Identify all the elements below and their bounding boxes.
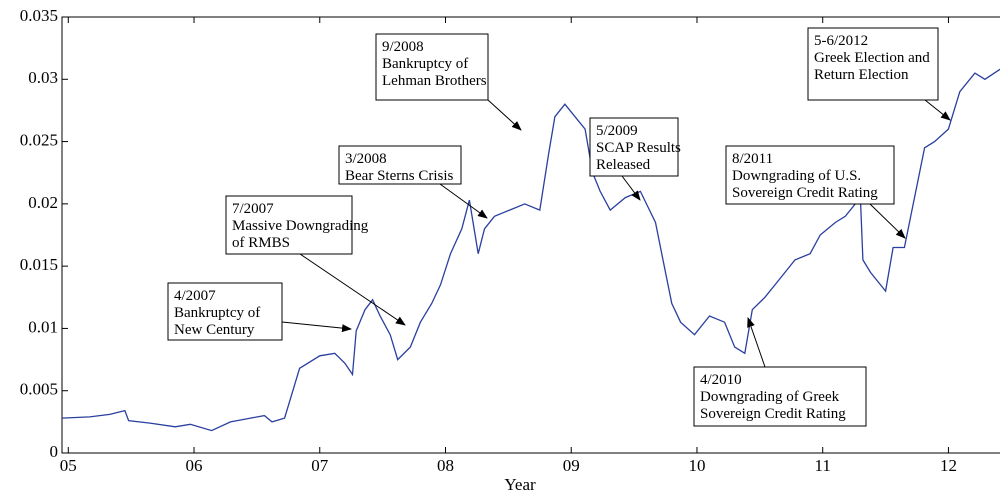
annotation-text: Massive Downgrading — [232, 218, 369, 234]
annotation-box — [693, 366, 867, 427]
y-tick-label: 0.005 — [20, 380, 58, 399]
annotation-text: New Century — [174, 322, 255, 338]
x-tick-label: 06 — [186, 456, 203, 475]
annotation-box — [225, 195, 353, 255]
annotation-text: 7/2007 — [232, 201, 274, 217]
annotation-arrow — [281, 321, 352, 333]
annotation-arrow — [439, 183, 488, 219]
x-tick-label: 05 — [60, 456, 77, 475]
annotation-box — [725, 145, 895, 205]
annotation-text: Released — [596, 157, 651, 173]
y-tick-label: 0.015 — [20, 255, 58, 274]
annotation-text: Lehman Brothers — [382, 73, 487, 89]
annotation-arrow — [299, 253, 406, 326]
annotation-arrow — [487, 99, 522, 131]
annotation-box — [338, 145, 462, 185]
x-tick-label: 11 — [815, 456, 831, 475]
annotation-text: Bankruptcy of — [174, 305, 260, 321]
annotation-text: Bear Sterns Crisis — [345, 168, 453, 184]
x-tick-label: 09 — [563, 456, 580, 475]
annotation-box — [807, 27, 939, 101]
annotation-box — [167, 282, 283, 341]
annotation-box — [375, 33, 489, 101]
annotation-arrow — [621, 175, 641, 201]
annotation-text: 9/2008 — [382, 39, 424, 55]
y-tick-label: 0 — [50, 442, 59, 461]
y-tick-label: 0.025 — [20, 130, 58, 149]
annotation-text: Sovereign Credit Rating — [732, 185, 878, 201]
annotation-text: 3/2008 — [345, 151, 387, 167]
annotation-text: 8/2011 — [732, 151, 773, 167]
annotation-box — [589, 117, 679, 177]
annotation-arrow — [747, 317, 766, 368]
y-tick-label: 0.02 — [28, 193, 58, 212]
annotation-arrow — [869, 203, 906, 239]
annotation-text: Sovereign Credit Rating — [700, 406, 846, 422]
plot-frame — [61, 16, 1000, 454]
annotation-arrow — [924, 99, 951, 121]
x-tick-label: 12 — [940, 456, 957, 475]
annotation-text: Greek Election and — [814, 50, 930, 66]
annotation-text: Bankruptcy of — [382, 56, 468, 72]
annotation-text: 5/2009 — [596, 123, 638, 139]
x-tick-label: 07 — [311, 456, 329, 475]
x-axis-label: Year — [504, 475, 536, 494]
y-tick-label: 0.035 — [20, 6, 58, 25]
annotation-text: of RMBS — [232, 235, 290, 251]
x-tick-label: 08 — [437, 456, 454, 475]
y-tick-label: 0.01 — [28, 317, 58, 336]
annotation-text: 5-6/2012 — [814, 33, 868, 49]
annotation-text: Downgrading of U.S. — [732, 168, 861, 184]
y-tick-label: 0.03 — [28, 68, 58, 87]
x-tick-label: 10 — [688, 456, 705, 475]
annotation-text: 4/2007 — [174, 288, 216, 304]
annotation-text: 4/2010 — [700, 372, 742, 388]
annotation-text: SCAP Results — [596, 140, 681, 156]
annotation-text: Downgrading of Greek — [700, 389, 840, 405]
annotation-text: Return Election — [814, 67, 909, 83]
